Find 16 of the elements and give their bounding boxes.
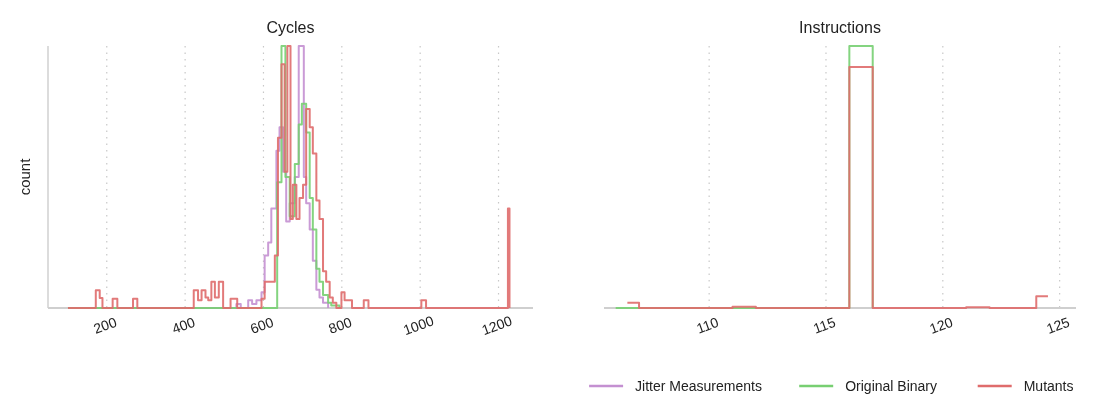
x-tick-label: 1200 [479,312,515,339]
x-tick-label: 800 [326,313,355,337]
x-tick-label: 125 [1044,313,1072,337]
x-tick-label: 400 [169,313,198,337]
chart-title: Cycles [266,19,315,36]
x-tick-label: 600 [248,313,276,337]
y-axis-title: count [16,157,33,196]
x-tick-label: 115 [811,313,838,337]
x-tick-label: 110 [694,313,721,337]
legend-label: Jitter Measurements [635,378,762,394]
chart-title: Instructions [799,19,881,36]
x-tick-label: 1000 [401,312,437,339]
x-tick-label: 120 [927,313,956,337]
x-tick-label: 200 [91,313,119,337]
legend-label: Mutants [1023,378,1074,394]
legend-label: Original Binary [845,378,938,394]
